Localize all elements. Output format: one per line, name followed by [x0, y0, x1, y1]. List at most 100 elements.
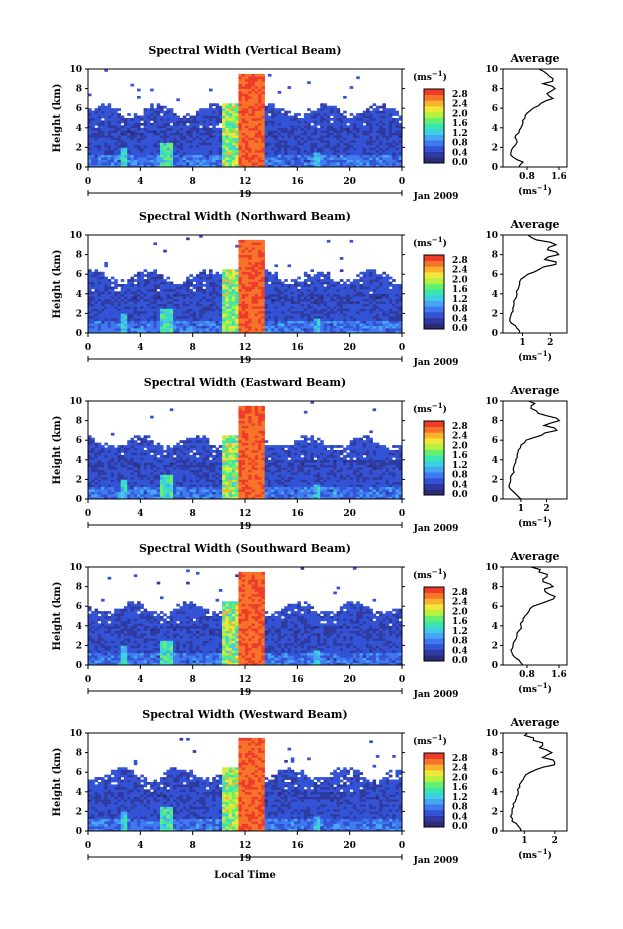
heatmap-cell — [277, 286, 282, 290]
heatmap-cell — [218, 301, 223, 304]
heatmap-cell — [287, 115, 292, 119]
heatmap-cell — [359, 140, 364, 143]
heatmap-cell — [104, 308, 108, 312]
heatmap-cell — [97, 149, 102, 153]
heatmap-cell — [241, 293, 246, 297]
heatmap-cell — [362, 291, 367, 295]
heatmap-cell — [238, 113, 243, 116]
heatmap-cell — [101, 491, 105, 495]
heatmap-cell — [117, 318, 122, 322]
heatmap-cell — [137, 320, 141, 324]
heatmap-cell — [120, 159, 125, 163]
heatmap-cell — [153, 157, 157, 160]
heatmap-cell — [379, 127, 383, 131]
heatmap-cell — [303, 318, 308, 322]
heatmap-cell — [392, 152, 396, 156]
heatmap-cell — [385, 125, 390, 129]
heatmap-cell — [235, 152, 239, 156]
heatmap-cell — [251, 113, 256, 116]
heatmap-cell — [254, 247, 259, 250]
heatmap-cell — [320, 298, 324, 302]
heatmap-cell — [395, 130, 400, 133]
heatmap-cell — [271, 149, 275, 153]
heatmap-cell — [143, 310, 148, 314]
heatmap-cell — [245, 142, 249, 146]
heatmap-cell — [179, 147, 184, 151]
heatmap-cell — [313, 125, 318, 129]
heatmap-cell — [179, 323, 184, 326]
heatmap-cell — [91, 274, 95, 277]
heatmap-cell — [264, 164, 269, 168]
heatmap-cell — [251, 318, 256, 322]
heatmap-cell — [143, 115, 148, 119]
heatmap-cell — [395, 320, 400, 324]
heatmap-cell — [209, 325, 213, 329]
heatmap-cell — [379, 135, 383, 138]
heatmap-cell — [303, 286, 308, 290]
heatmap-cell — [343, 144, 347, 148]
heatmap-cell — [202, 122, 207, 126]
heatmap-cell — [395, 149, 400, 153]
heatmap-cell — [225, 330, 229, 334]
heatmap-cell — [94, 464, 99, 468]
heatmap-cell — [241, 239, 246, 243]
heatmap-cell — [290, 301, 295, 304]
heatmap-cell — [231, 298, 236, 302]
heatmap-cell — [91, 462, 95, 465]
heatmap-cell — [101, 113, 105, 116]
heatmap-cell — [117, 303, 122, 307]
heatmap-cell — [238, 81, 243, 84]
heatmap-cell — [228, 103, 233, 107]
heatmap-cell — [104, 284, 108, 287]
heatmap-cell — [271, 279, 275, 282]
heatmap-cell — [117, 325, 122, 329]
heatmap-cell — [173, 293, 177, 297]
heatmap-cell — [303, 308, 308, 312]
heatmap-cell — [307, 313, 311, 317]
heatmap-cell — [346, 164, 350, 168]
heatmap-cell — [326, 149, 331, 153]
heatmap-cell — [110, 276, 115, 280]
heatmap-cell — [143, 284, 148, 287]
y-tick-label: 2 — [76, 309, 82, 319]
heatmap-cell — [209, 313, 213, 317]
heatmap-cell — [333, 298, 337, 302]
heatmap-cell — [375, 284, 380, 287]
x-tick-label: 4 — [137, 177, 143, 187]
heatmap-cell — [107, 325, 112, 329]
heatmap-cell — [101, 274, 105, 277]
heatmap-cell — [277, 130, 282, 133]
heatmap-cell — [349, 157, 354, 160]
x-tick-label: 12 — [239, 177, 252, 187]
y-tick-label: 4 — [76, 290, 82, 300]
heatmap-cell — [218, 110, 223, 114]
heatmap-cell — [323, 130, 328, 133]
heatmap-cell — [182, 120, 187, 124]
heatmap-cell — [261, 113, 265, 116]
heatmap-cell — [133, 318, 138, 322]
heatmap-cell — [245, 115, 249, 119]
heatmap-cell — [310, 306, 314, 309]
heatmap-cell — [94, 489, 99, 492]
heatmap-cell — [392, 147, 396, 151]
heatmap-cell — [352, 315, 357, 319]
heatmap-cell — [173, 284, 177, 287]
heatmap-cell — [107, 162, 112, 165]
heatmap-cell — [186, 164, 190, 168]
heatmap-cell — [313, 279, 318, 282]
heatmap-cell — [94, 474, 99, 478]
heatmap-cell — [375, 162, 380, 165]
heatmap-cell — [107, 137, 112, 141]
heatmap-cell — [88, 137, 92, 141]
heatmap-cell — [248, 76, 252, 80]
heatmap-cell — [101, 286, 105, 290]
heatmap-cell — [189, 323, 193, 326]
heatmap-cell — [267, 293, 272, 297]
heatmap-cell — [323, 318, 328, 322]
heatmap-cell — [362, 323, 367, 326]
heatmap-cell — [258, 88, 262, 92]
heatmap-cell — [346, 306, 350, 309]
heatmap-cell — [359, 308, 364, 312]
heatmap-cell — [336, 330, 341, 334]
heatmap-cell — [369, 115, 373, 119]
